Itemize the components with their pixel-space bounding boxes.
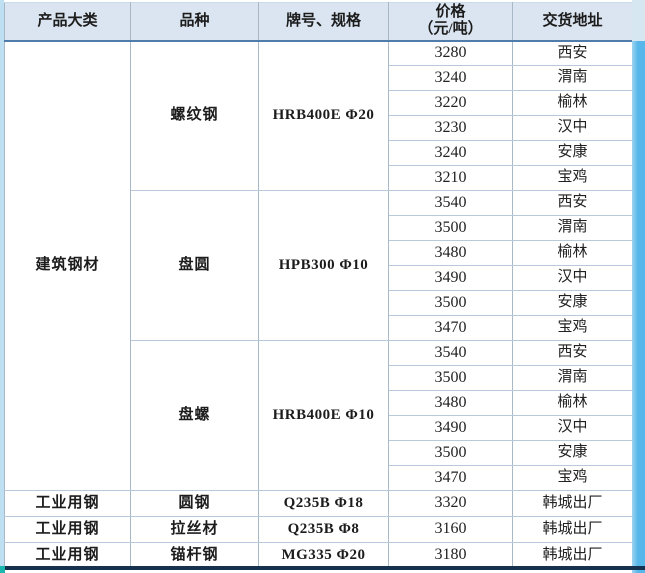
price-cell: 3230: [388, 115, 513, 141]
table-row: 3230 汉中: [5, 115, 633, 141]
location-cell: 榆林: [512, 90, 633, 116]
table-row: 3480 榆林: [5, 390, 633, 416]
spec-cell: Q235B Φ8: [258, 516, 389, 543]
location-cell: 宝鸡: [512, 465, 633, 491]
table-row: 工业用钢 拉丝材 Q235B Φ8 3160 韩城出厂: [4, 516, 633, 543]
variety-cell: 锚杆钢: [130, 542, 259, 569]
table-header-row: 产品大类 品种 牌号、规格 价格 （元/吨） 交货地址: [4, 2, 633, 42]
location-cell: 汉中: [512, 265, 633, 291]
price-cell: 3500: [388, 440, 513, 466]
price-cell: 3540: [388, 190, 513, 216]
category-cell: 工业用钢: [4, 516, 131, 543]
location-cell: 汉中: [512, 115, 633, 141]
price-cell: 3470: [388, 315, 513, 341]
price-cell: 3480: [388, 390, 513, 416]
price-cell: 3540: [388, 340, 513, 366]
variety-cell: 盘螺: [130, 340, 259, 491]
table-row: 3470 宝鸡: [5, 465, 633, 491]
header-price-line2: （元/吨）: [418, 21, 483, 38]
price-cell: 3280: [388, 40, 513, 66]
bottom-left-corner-mark: [0, 566, 5, 573]
price-cell: 3210: [388, 165, 513, 191]
location-cell: 榆林: [512, 390, 633, 416]
bottom-border-line: [0, 566, 645, 570]
location-cell: 韩城出厂: [512, 542, 633, 569]
right-edge-strip: [632, 41, 645, 573]
table-row: 3240 安康: [5, 140, 633, 166]
location-cell: 西安: [512, 190, 633, 216]
location-cell: 西安: [512, 40, 633, 66]
header-variety: 品种: [130, 2, 259, 42]
table-row: 3490 汉中: [5, 415, 633, 441]
table-row: 3490 汉中: [5, 265, 633, 291]
table-row: 工业用钢 锚杆钢 MG335 Φ20 3180 韩城出厂: [4, 542, 633, 569]
header-delivery: 交货地址: [512, 2, 633, 42]
location-cell: 安康: [512, 290, 633, 316]
category-cell: 建筑钢材: [4, 40, 131, 491]
location-cell: 渭南: [512, 215, 633, 241]
location-cell: 渭南: [512, 365, 633, 391]
price-cell: 3500: [388, 215, 513, 241]
price-cell: 3160: [388, 516, 513, 543]
variety-cell: 螺纹钢: [130, 40, 259, 191]
header-price: 价格 （元/吨）: [388, 2, 513, 42]
spec-cell: HPB300 Φ10: [258, 190, 389, 341]
table-row: 盘螺 HRB400E Φ10 3540 西安: [5, 340, 633, 491]
right-edge-strip-header: [632, 0, 645, 41]
price-cell: 3240: [388, 65, 513, 91]
variety-cell: 拉丝材: [130, 516, 259, 543]
variety-cell: 圆钢: [130, 490, 259, 517]
table-row: 3500 安康: [5, 290, 633, 316]
table-row: 3500 渭南: [5, 215, 633, 241]
category-cell: 工业用钢: [4, 542, 131, 569]
table-row: 工业用钢 圆钢 Q235B Φ18 3320 韩城出厂: [4, 490, 633, 517]
spec-cell: HRB400E Φ20: [258, 40, 389, 191]
price-cell: 3480: [388, 240, 513, 266]
spec-cell: HRB400E Φ10: [258, 340, 389, 491]
location-cell: 榆林: [512, 240, 633, 266]
variety-cell: 盘圆: [130, 190, 259, 341]
price-cell: 3490: [388, 265, 513, 291]
price-cell: 3500: [388, 365, 513, 391]
table-row: 建筑钢材 螺纹钢 HRB400E Φ20 3280 西安: [4, 40, 633, 491]
price-cell: 3500: [388, 290, 513, 316]
table-row: 3470 宝鸡: [5, 315, 633, 341]
price-cell: 3220: [388, 90, 513, 116]
price-cell: 3320: [388, 490, 513, 517]
table-row: 3240 渭南: [5, 65, 633, 91]
price-cell: 3240: [388, 140, 513, 166]
location-cell: 汉中: [512, 415, 633, 441]
price-cell: 3490: [388, 415, 513, 441]
location-cell: 渭南: [512, 65, 633, 91]
location-cell: 韩城出厂: [512, 490, 633, 517]
table-row: 3210 宝鸡: [5, 165, 633, 191]
category-cell: 工业用钢: [4, 490, 131, 517]
spec-cell: MG335 Φ20: [258, 542, 389, 569]
location-cell: 宝鸡: [512, 315, 633, 341]
location-cell: 安康: [512, 440, 633, 466]
table-row: 3220 榆林: [5, 90, 633, 116]
spec-cell: Q235B Φ18: [258, 490, 389, 517]
table-row: 盘圆 HPB300 Φ10 3540 西安: [5, 190, 633, 341]
price-cell: 3470: [388, 465, 513, 491]
header-grade-spec: 牌号、规格: [258, 2, 389, 42]
location-cell: 韩城出厂: [512, 516, 633, 543]
location-cell: 宝鸡: [512, 165, 633, 191]
header-price-line1: 价格: [435, 4, 466, 20]
header-product-category: 产品大类: [4, 2, 131, 42]
price-cell: 3180: [388, 542, 513, 569]
steel-price-table: 产品大类 品种 牌号、规格 价格 （元/吨） 交货地址 建筑钢材 螺纹钢 HRB…: [4, 2, 633, 569]
location-cell: 西安: [512, 340, 633, 366]
location-cell: 安康: [512, 140, 633, 166]
left-edge-strip: [0, 0, 4, 573]
